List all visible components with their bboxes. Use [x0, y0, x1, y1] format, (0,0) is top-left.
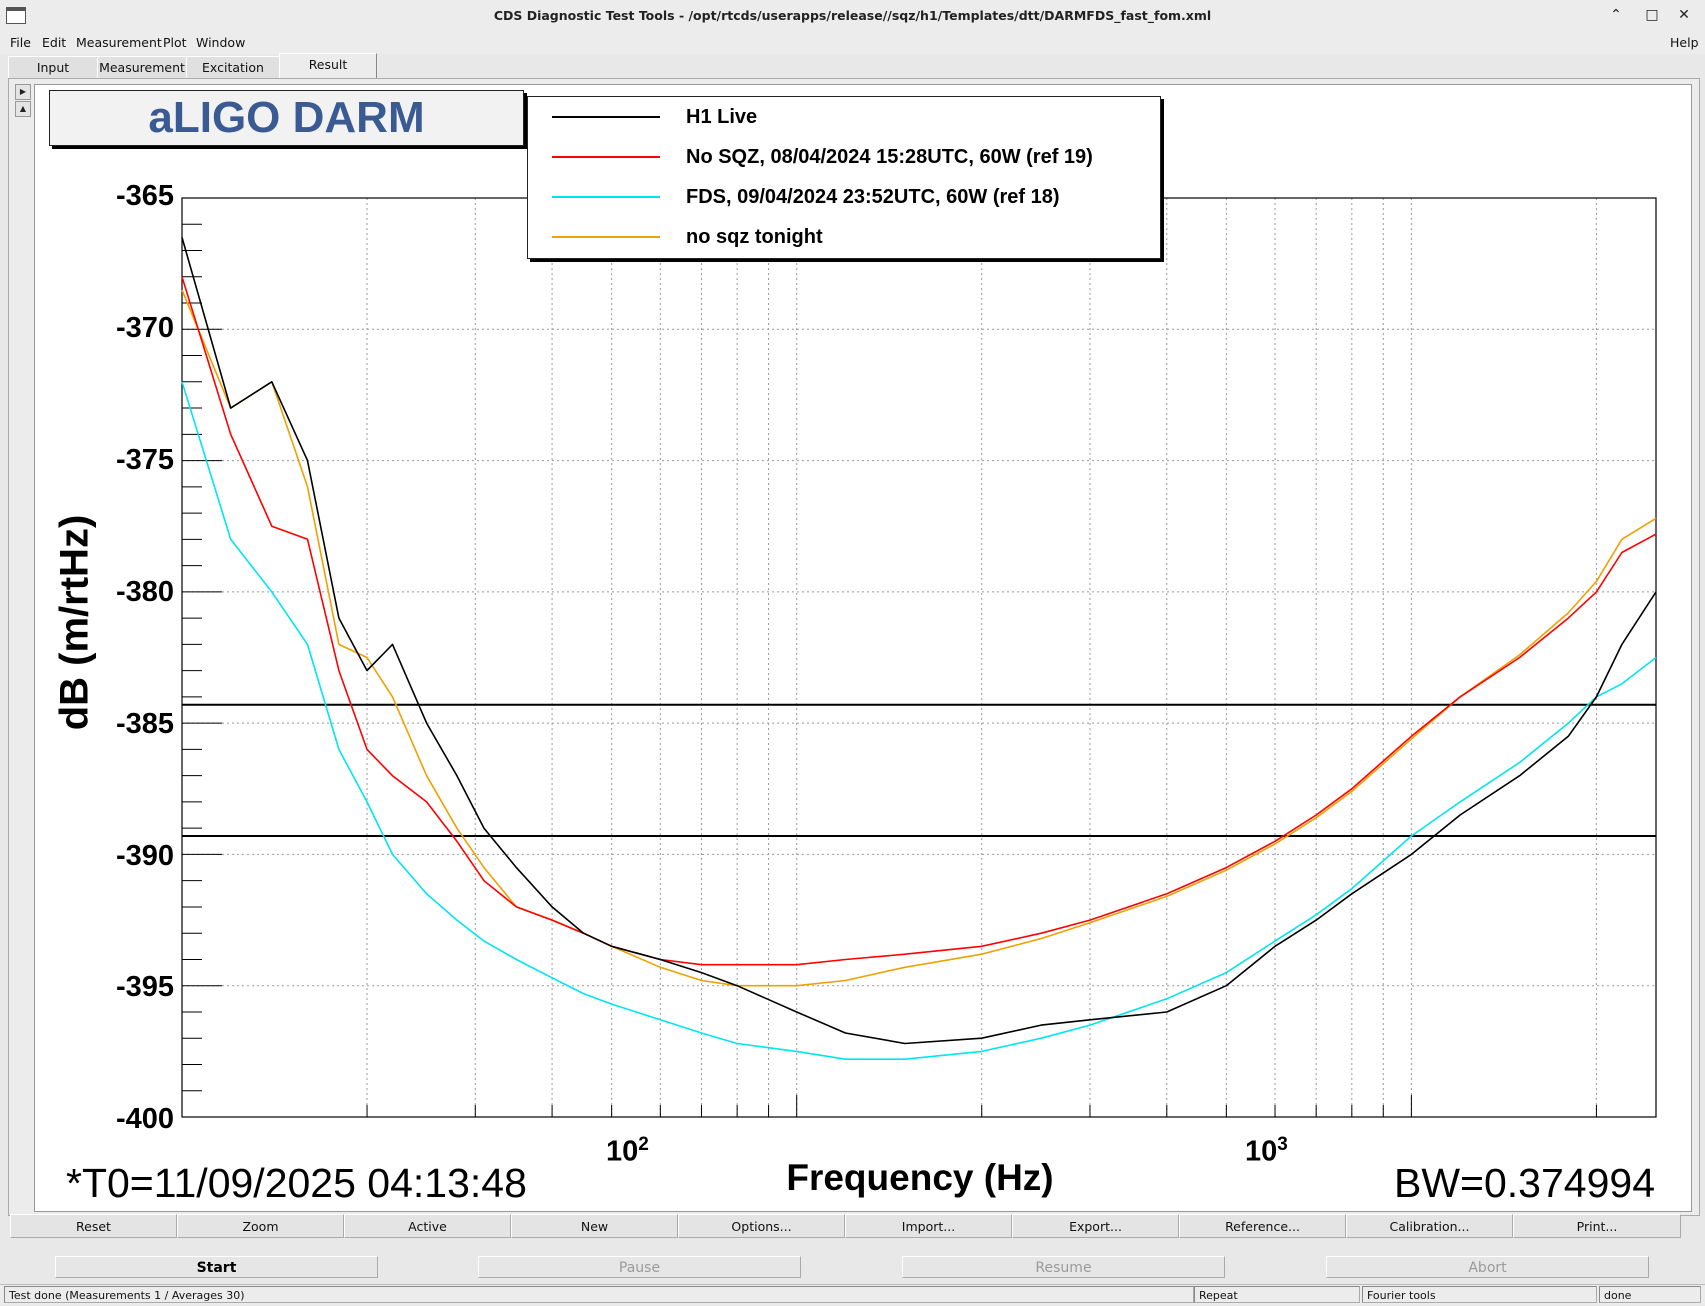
y-tick-label: -390 — [115, 840, 174, 872]
expand-right-icon[interactable]: ▶ — [15, 84, 31, 100]
status-message: Test done (Measurements 1 / Averages 30) — [4, 1286, 1194, 1303]
t0-label: *T0=11/09/2025 04:13:48 — [66, 1160, 527, 1206]
legend-label: FDS, 09/04/2024 23:52UTC, 60W (ref 18) — [686, 186, 1060, 208]
status-state: done — [1599, 1286, 1701, 1303]
plot-title: aLIGO DARM — [49, 90, 524, 146]
series-line — [181, 289, 1657, 987]
new-button[interactable]: New — [511, 1214, 678, 1238]
y-tick-label: -365 — [115, 180, 174, 212]
y-tick-label: -380 — [115, 576, 174, 608]
menu-help[interactable]: Help — [1670, 35, 1699, 50]
x-axis-label: Frequency (Hz) — [786, 1157, 1054, 1198]
y-tick-label: -370 — [115, 312, 174, 344]
plot-legend[interactable]: H1 Live No SQZ, 08/04/2024 15:28UTC, 60W… — [527, 96, 1161, 259]
abort-button[interactable]: Abort — [1326, 1256, 1649, 1278]
app-icon[interactable] — [6, 7, 26, 24]
x-tick-label: 103 — [1245, 1134, 1288, 1168]
export-button[interactable]: Export... — [1012, 1214, 1179, 1238]
y-tick-label: -375 — [115, 444, 174, 476]
tab-excitation[interactable]: Excitation — [186, 56, 280, 78]
tab-result[interactable]: Result — [279, 53, 377, 78]
legend-label: H1 Live — [686, 106, 758, 128]
maximize-icon[interactable]: □ — [1645, 7, 1659, 23]
window-titlebar: CDS Diagnostic Test Tools - /opt/rtcds/u… — [0, 0, 1705, 33]
plot-frame — [181, 197, 1657, 1118]
menu-file[interactable]: File — [10, 35, 31, 50]
window-title: CDS Diagnostic Test Tools - /opt/rtcds/u… — [493, 8, 1212, 23]
bandwidth-label: BW=0.374994 — [1394, 1160, 1655, 1206]
y-axis-label: dB (m/rtHz) — [52, 514, 97, 731]
reset-button[interactable]: Reset — [10, 1214, 177, 1238]
tab-input[interactable]: Input — [8, 56, 98, 78]
legend-swatch — [552, 236, 660, 238]
tab-measurement[interactable]: Measurement — [97, 56, 187, 78]
menu-plot[interactable]: Plot — [163, 35, 187, 50]
series-line — [181, 381, 1657, 1061]
active-button[interactable]: Active — [344, 1214, 511, 1238]
legend-entry: H1 Live — [528, 97, 1160, 137]
legend-swatch — [552, 116, 660, 118]
status-repeat: Repeat — [1194, 1286, 1360, 1303]
options-button[interactable]: Options... — [678, 1214, 845, 1238]
calibration-button[interactable]: Calibration... — [1346, 1214, 1513, 1238]
plot-button-row: Reset Zoom Active New Options... Import.… — [10, 1214, 1684, 1239]
x-tick-label: 102 — [606, 1134, 649, 1168]
legend-entry: No SQZ, 08/04/2024 15:28UTC, 60W (ref 19… — [528, 137, 1160, 177]
reference-button[interactable]: Reference... — [1179, 1214, 1346, 1238]
import-button[interactable]: Import... — [845, 1214, 1012, 1238]
series-line — [181, 276, 1657, 966]
zoom-button[interactable]: Zoom — [177, 1214, 344, 1238]
menu-measurement[interactable]: Measurement — [76, 35, 162, 50]
legend-entry: FDS, 09/04/2024 23:52UTC, 60W (ref 18) — [528, 177, 1160, 217]
legend-label: no sqz tonight — [686, 226, 823, 248]
y-tick-label: -385 — [115, 708, 174, 740]
legend-swatch — [552, 156, 660, 158]
collapse-up-icon[interactable]: ▲ — [15, 101, 31, 117]
series-line — [181, 237, 1657, 1045]
minimize-icon[interactable]: ⌃ — [1610, 7, 1622, 23]
plot-canvas[interactable] — [34, 84, 1692, 1212]
status-bar: Test done (Measurements 1 / Averages 30)… — [0, 1284, 1705, 1305]
close-icon[interactable]: ✕ — [1678, 7, 1690, 23]
legend-label: No SQZ, 08/04/2024 15:28UTC, 60W (ref 19… — [686, 146, 1093, 168]
darm-spectrum-plot[interactable] — [35, 85, 1691, 1211]
legend-entry: no sqz tonight — [528, 217, 1160, 257]
pause-button[interactable]: Pause — [478, 1256, 801, 1278]
legend-swatch — [552, 196, 660, 198]
resume-button[interactable]: Resume — [902, 1256, 1225, 1278]
menu-bar: File Edit Measurement Plot Window Help — [0, 32, 1705, 54]
menu-window[interactable]: Window — [196, 35, 246, 50]
print-button[interactable]: Print... — [1513, 1214, 1681, 1238]
status-mode: Fourier tools — [1362, 1286, 1597, 1303]
start-button[interactable]: Start — [55, 1256, 378, 1278]
menu-edit[interactable]: Edit — [42, 35, 67, 50]
y-tick-label: -395 — [115, 971, 174, 1003]
y-tick-label: -400 — [115, 1103, 174, 1135]
